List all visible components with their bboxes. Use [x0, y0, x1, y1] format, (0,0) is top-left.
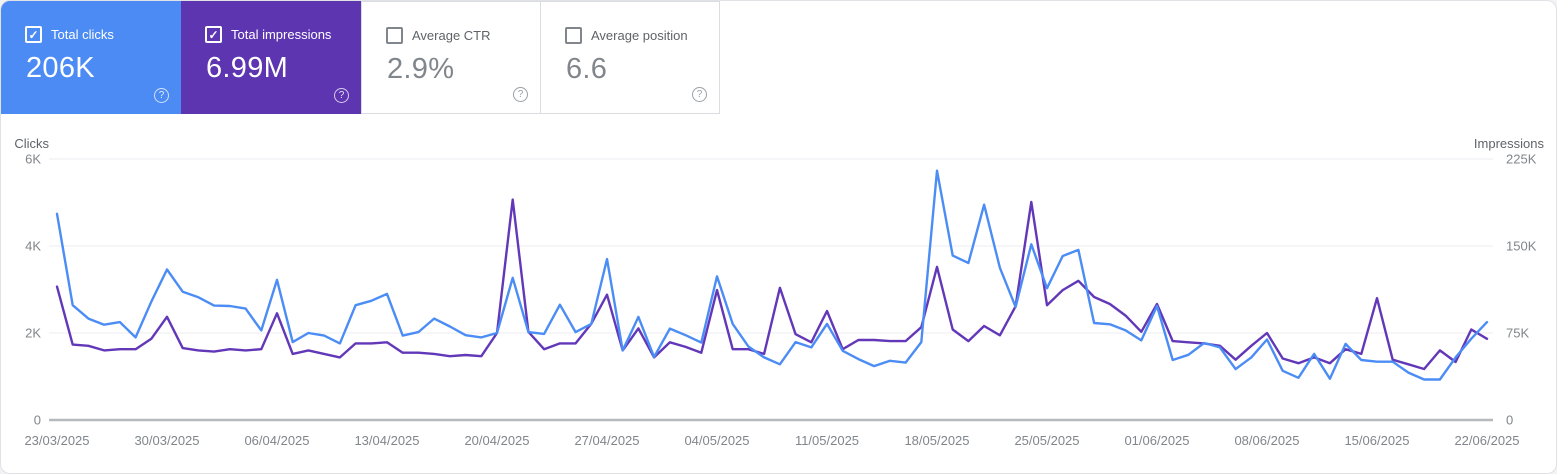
x-axis-tick: 13/04/2025	[354, 433, 419, 448]
total-impressions-checkbox[interactable]: ✓	[205, 26, 222, 43]
average-position-value: 6.6	[566, 53, 608, 85]
clicks-line	[55, 169, 1489, 381]
average-ctr-value: 2.9%	[387, 53, 455, 85]
average-position-checkbox[interactable]	[565, 27, 582, 44]
left-axis-title: Clicks	[14, 136, 49, 151]
help-icon[interactable]: ?	[513, 87, 528, 102]
x-axis-tick: 08/06/2025	[1234, 433, 1299, 448]
x-axis-tick: 23/03/2025	[24, 433, 89, 448]
x-axis-tick: 25/05/2025	[1014, 433, 1079, 448]
total-clicks-value: 206K	[26, 52, 95, 84]
x-axis-tick: 06/04/2025	[244, 433, 309, 448]
left-axis-tick: 2K	[25, 326, 41, 341]
total-impressions-value: 6.99M	[206, 52, 289, 84]
average-ctr-card[interactable]: Average CTR 2.9% ?	[361, 1, 541, 114]
average-ctr-checkbox[interactable]	[386, 27, 403, 44]
left-axis-tick: 0	[34, 413, 41, 428]
impressions-line	[55, 198, 1489, 371]
average-ctr-label: Average CTR	[412, 28, 491, 43]
right-axis-tick: 0	[1506, 413, 1513, 428]
average-position-card[interactable]: Average position 6.6 ?	[540, 1, 720, 114]
total-clicks-card[interactable]: ✓ Total clicks 206K ?	[1, 1, 181, 114]
average-position-label: Average position	[591, 28, 688, 43]
x-axis-tick: 20/04/2025	[464, 433, 529, 448]
x-axis-tick: 30/03/2025	[134, 433, 199, 448]
right-axis-tick: 75K	[1506, 326, 1529, 341]
total-impressions-label: Total impressions	[231, 27, 332, 42]
left-axis-tick: 4K	[25, 239, 41, 254]
right-axis-tick: 150K	[1506, 239, 1537, 254]
x-axis-tick: 15/06/2025	[1344, 433, 1409, 448]
total-clicks-checkbox[interactable]: ✓	[25, 26, 42, 43]
x-axis-tick: 22/06/2025	[1454, 433, 1519, 448]
help-icon[interactable]: ?	[692, 87, 707, 102]
x-axis-tick: 11/05/2025	[795, 433, 859, 448]
x-axis-tick: 01/06/2025	[1124, 433, 1189, 448]
x-axis-tick: 18/05/2025	[904, 433, 969, 448]
help-icon[interactable]: ?	[334, 88, 349, 103]
help-icon[interactable]: ?	[154, 88, 169, 103]
x-axis-tick: 27/04/2025	[574, 433, 639, 448]
x-axis-tick: 04/05/2025	[684, 433, 749, 448]
right-axis-tick: 225K	[1506, 152, 1537, 167]
total-impressions-card[interactable]: ✓ Total impressions 6.99M ?	[181, 1, 361, 114]
right-axis-title: Impressions	[1474, 136, 1545, 151]
left-axis-tick: 6K	[25, 152, 41, 167]
metric-cards: ✓ Total clicks 206K ? ✓ Total impression…	[1, 1, 720, 114]
total-clicks-label: Total clicks	[51, 27, 114, 42]
